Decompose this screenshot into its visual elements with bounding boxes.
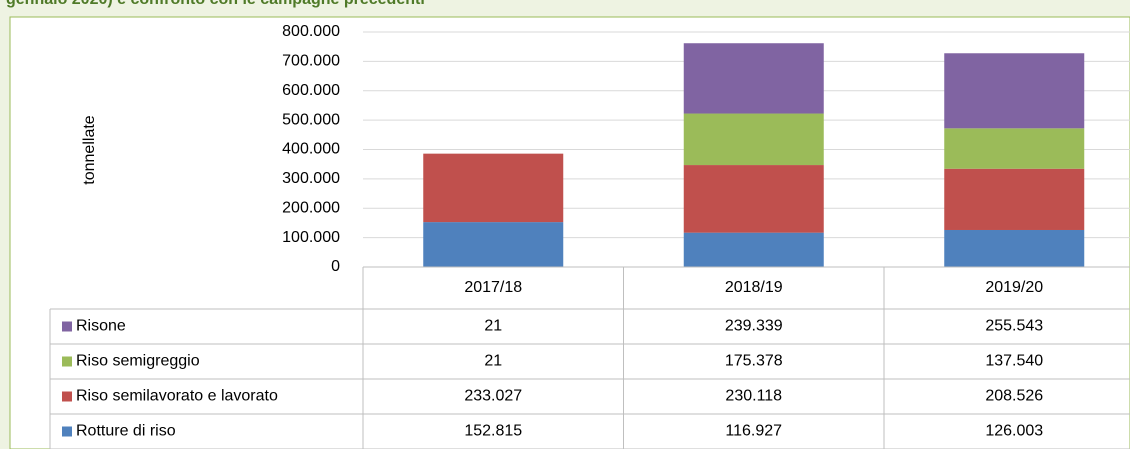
data-label: 233.027	[464, 388, 522, 405]
data-label: 255.543	[985, 318, 1043, 335]
bar-segment	[944, 229, 1085, 267]
legend-swatch	[62, 321, 72, 332]
legend-label: Risone	[76, 318, 126, 335]
data-label: 152.815	[464, 423, 522, 440]
legend-swatch	[62, 391, 72, 402]
data-label: 21	[484, 353, 502, 370]
y-axis-label: tonnellate	[81, 115, 98, 184]
legend-label: Riso semigreggio	[76, 353, 200, 370]
data-label: 175.378	[725, 353, 783, 370]
bar-segment	[683, 165, 824, 233]
x-tick-label: 2019/20	[985, 279, 1043, 296]
bar-segment	[683, 232, 824, 267]
data-label: 230.118	[725, 388, 782, 405]
bar-segment	[683, 43, 824, 114]
chart-area	[9, 16, 1130, 449]
legend-swatch	[62, 426, 72, 437]
y-tick-label: 100.000	[282, 229, 340, 246]
chart-title: gennaio 2020) e confronto con le campagn…	[6, 0, 425, 8]
y-tick-label: 300.000	[282, 170, 340, 187]
data-label: 239.339	[725, 318, 783, 335]
bar-segment	[683, 113, 824, 166]
data-label: 137.540	[985, 353, 1043, 370]
x-tick-label: 2018/19	[725, 279, 783, 296]
y-tick-label: 400.000	[282, 141, 340, 158]
bar-segment	[944, 168, 1085, 230]
bar-segment	[944, 53, 1085, 129]
y-tick-label: 500.000	[282, 111, 340, 128]
bar-segment	[423, 153, 564, 223]
legend-label: Rotture di riso	[76, 423, 176, 440]
y-tick-label: 800.000	[282, 23, 340, 40]
y-tick-label: 0	[331, 258, 340, 275]
data-label: 21	[484, 318, 502, 335]
x-tick-label: 2017/18	[464, 279, 522, 296]
data-label: 208.526	[985, 388, 1043, 405]
bar-segment	[423, 222, 564, 267]
data-label: 116.927	[725, 423, 782, 440]
bar-segment	[944, 128, 1085, 169]
y-tick-label: 600.000	[282, 82, 340, 99]
y-tick-label: 700.000	[282, 53, 340, 70]
data-label: 126.003	[985, 423, 1043, 440]
legend-label: Riso semilavorato e lavorato	[76, 388, 278, 405]
y-tick-label: 200.000	[282, 199, 340, 216]
legend-swatch	[62, 356, 72, 367]
